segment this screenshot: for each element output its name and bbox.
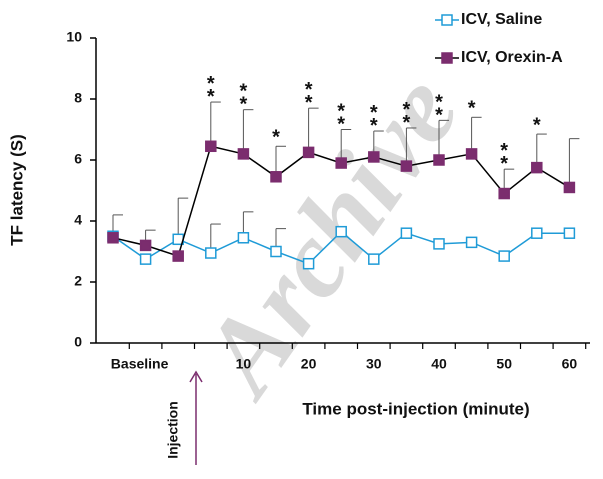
data-point: [400, 160, 413, 172]
significance-marker: * *: [337, 101, 345, 136]
data-point: [400, 227, 413, 239]
y-tick-label: 2: [74, 273, 82, 289]
data-point: [368, 151, 380, 163]
error-bar: [177, 197, 189, 240]
error-bar: [242, 109, 254, 154]
significance-marker: *: [468, 98, 476, 120]
asterisk: *: [435, 92, 443, 114]
significance-marker: * *: [305, 79, 313, 114]
significance-marker: * *: [240, 81, 248, 116]
y-tick-label: 8: [74, 90, 82, 106]
data-point: [139, 239, 152, 252]
error-bar: [210, 101, 221, 147]
asterisk: *: [305, 79, 313, 101]
legend-label: ICV, Orexin-A: [461, 49, 563, 66]
asterisk: *: [240, 94, 248, 116]
injection-arrowhead: [189, 370, 203, 383]
asterisk: *: [403, 99, 411, 121]
y-tick-label: 4: [74, 212, 82, 228]
x-tick-label: 10: [236, 356, 252, 372]
data-point: [302, 257, 315, 270]
significance-marker: * *: [207, 73, 215, 108]
data-point: [335, 157, 347, 169]
x-tick-label: 50: [496, 356, 512, 372]
legend-marker: [441, 14, 453, 26]
data-point: [563, 181, 576, 194]
asterisk: *: [370, 102, 378, 124]
legend-marker: [441, 52, 453, 64]
y-axis-label: TF latency (S): [7, 134, 26, 245]
error-bar: [568, 138, 580, 188]
x-tick-label: 30: [366, 356, 382, 372]
y-tick-label: 0: [74, 334, 82, 350]
significance-marker: * *: [435, 92, 443, 127]
significance-marker: * *: [370, 102, 378, 137]
significance-marker: *: [272, 127, 280, 149]
data-point: [563, 227, 576, 239]
asterisk: *: [500, 153, 508, 175]
significance-marker: *: [533, 114, 541, 136]
data-point: [302, 146, 315, 159]
error-bar: [471, 116, 482, 154]
error-bar: [308, 107, 319, 153]
legend-label: ICV, Saline: [461, 11, 542, 28]
data-point: [237, 232, 250, 244]
data-point: [270, 171, 282, 183]
asterisk: *: [337, 101, 345, 123]
data-point: [205, 247, 217, 259]
data-point: [433, 154, 445, 166]
asterisk: *: [207, 86, 215, 108]
y-tick-label: 6: [74, 151, 82, 167]
x-tick-label: 40: [431, 356, 447, 372]
significance-marker: * *: [403, 99, 411, 134]
error-bar: [438, 119, 449, 160]
data-point: [433, 238, 445, 250]
y-tick-label: 10: [66, 29, 82, 45]
data-point: [107, 232, 119, 244]
asterisk: *: [240, 81, 248, 103]
x-tick-label: 20: [301, 356, 317, 372]
asterisk: *: [403, 112, 411, 134]
data-point: [205, 140, 217, 153]
data-point: [172, 250, 184, 262]
x-tick-label: Baseline: [111, 356, 169, 372]
data-point: [531, 161, 543, 174]
x-axis-label: Time post-injection (minute): [302, 399, 529, 418]
asterisk: *: [500, 140, 508, 162]
asterisk: *: [370, 115, 378, 137]
data-point: [465, 236, 478, 249]
error-bar: [405, 127, 417, 167]
data-point: [498, 187, 510, 200]
data-point: [335, 225, 347, 238]
data-point: [465, 148, 478, 160]
asterisk: *: [207, 73, 215, 95]
asterisk: *: [305, 92, 313, 114]
data-point: [368, 253, 380, 265]
data-point: [139, 253, 152, 265]
asterisk: *: [435, 105, 443, 127]
data-point: [498, 250, 510, 262]
significance-marker: * *: [500, 140, 508, 175]
x-tick-label: 60: [562, 356, 578, 372]
asterisk: *: [337, 114, 345, 136]
data-point: [237, 148, 250, 160]
injection-label: Injection: [165, 401, 181, 459]
data-point: [270, 245, 282, 258]
data-point: [531, 227, 543, 239]
